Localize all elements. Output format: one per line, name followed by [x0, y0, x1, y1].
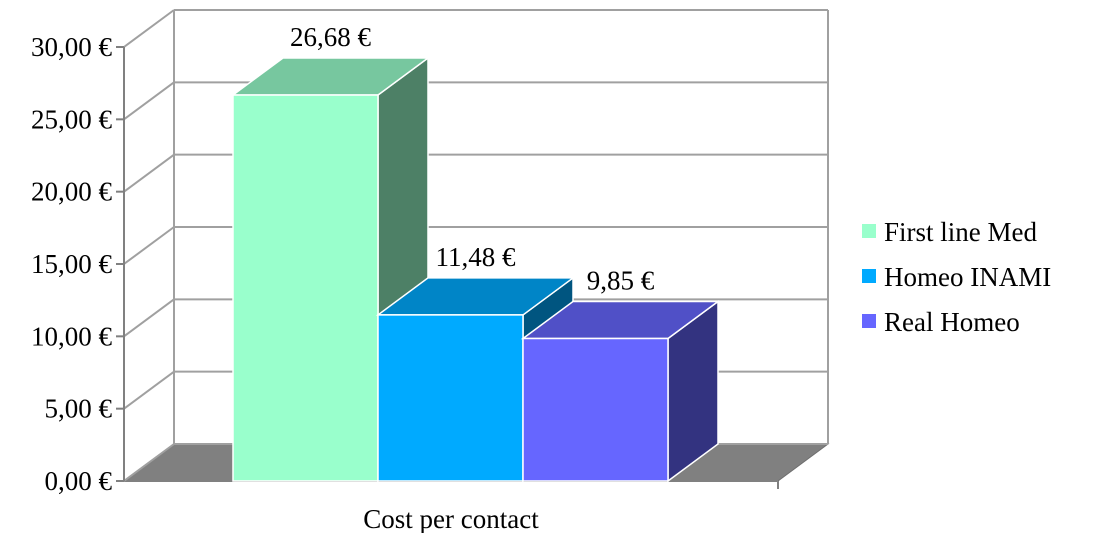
- legend-swatch: [862, 314, 876, 328]
- data-labels: 26,68 € 11,48 € 9,85 €: [290, 22, 655, 295]
- y-tick-label: 15,00 €: [31, 249, 113, 279]
- y-tick-label: 10,00 €: [31, 321, 113, 351]
- legend-item: Real Homeo: [862, 307, 1020, 337]
- y-tick-label: 5,00 €: [45, 394, 113, 424]
- data-label: 9,85 €: [587, 266, 655, 296]
- x-category-label: Cost per contact: [363, 504, 539, 533]
- gridline-side: [123, 153, 175, 193]
- bar-front-face: [522, 337, 669, 482]
- y-tick-label: 25,00 €: [31, 104, 113, 134]
- gridline-side: [123, 9, 175, 48]
- bar-front-face: [377, 314, 524, 482]
- legend-label: Homeo INAMI: [884, 262, 1051, 292]
- gridline-side: [123, 226, 175, 265]
- legend-swatch: [862, 269, 876, 283]
- gridline-side: [123, 370, 175, 410]
- legend-item: First line Med: [862, 217, 1037, 247]
- y-axis: 0,00 € 5,00 € 10,00 € 15,00 € 20,00 € 25,00 €…: [31, 32, 125, 496]
- legend-swatch: [862, 224, 876, 238]
- legend: First line Med Homeo INAMI Real Homeo: [862, 217, 1051, 337]
- legend-label: Real Homeo: [884, 307, 1020, 337]
- y-tick-label: 0,00 €: [45, 466, 113, 496]
- y-tick-label: 30,00 €: [31, 32, 113, 62]
- bars: [230, 56, 721, 483]
- legend-item: Homeo INAMI: [862, 262, 1051, 292]
- legend-label: First line Med: [884, 217, 1037, 247]
- data-label: 11,48 €: [436, 242, 516, 272]
- data-label: 26,68 €: [290, 22, 372, 52]
- gridline-side: [123, 81, 175, 121]
- bar-front-face: [232, 94, 379, 482]
- bar-real-homeo: [520, 300, 721, 483]
- gridline-side: [123, 443, 175, 482]
- gridline-side: [123, 298, 175, 338]
- y-tick-label: 20,00 €: [31, 177, 113, 207]
